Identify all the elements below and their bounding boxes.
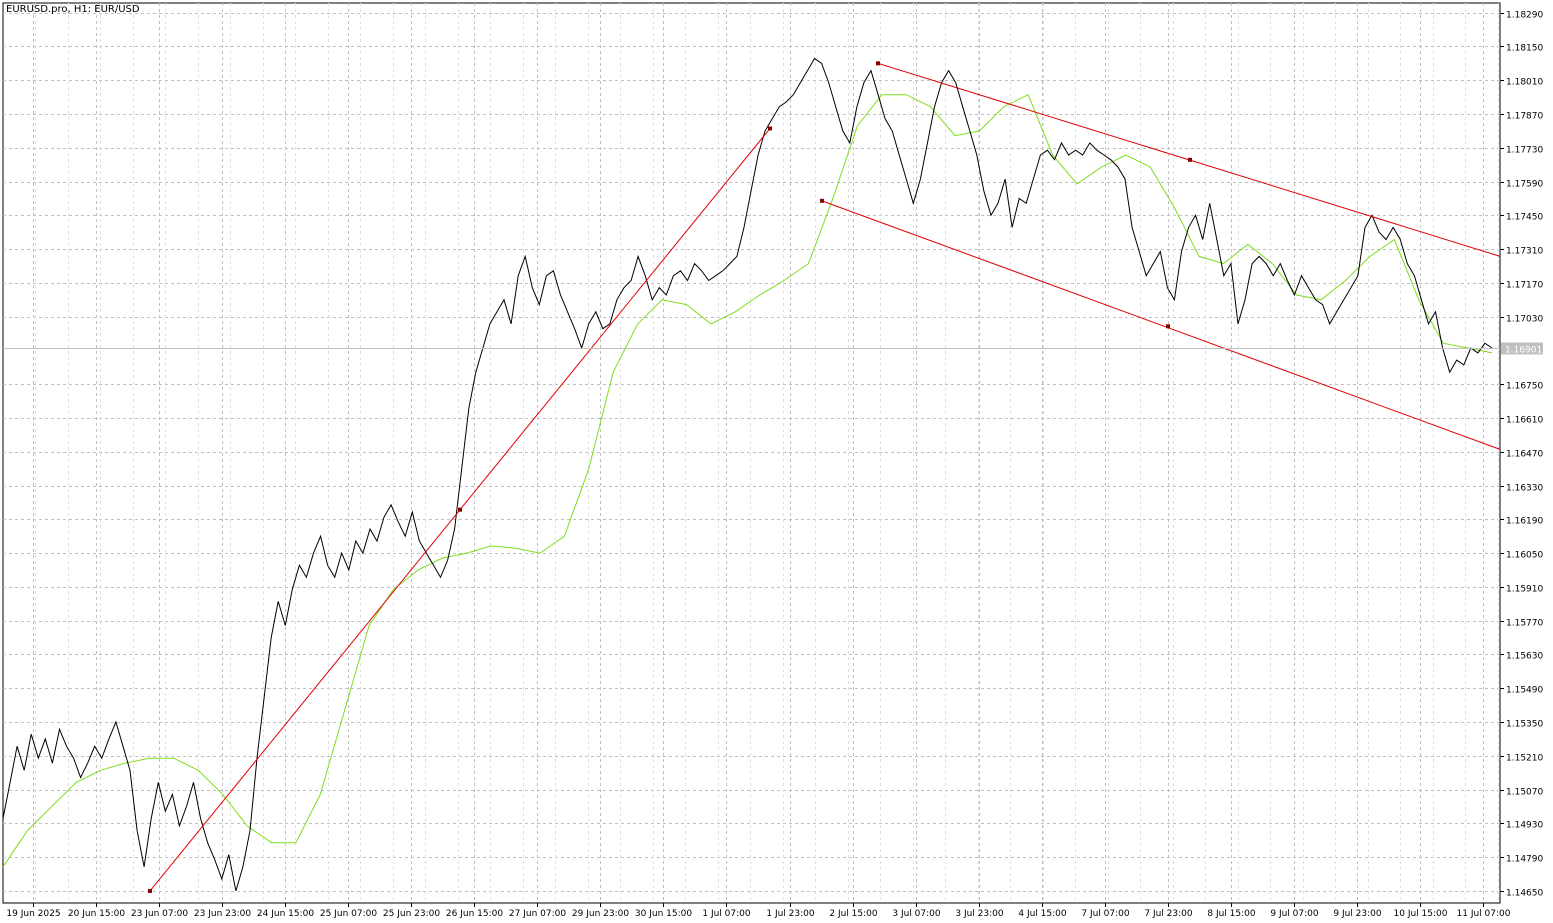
y-tick-label: 1.15910 — [1506, 585, 1543, 595]
y-tick-label: 1.17870 — [1506, 112, 1543, 122]
x-tick-label: 3 Jul 23:00 — [955, 909, 1004, 919]
price-line — [2, 57, 1493, 892]
y-tick-label: 1.18150 — [1506, 44, 1543, 54]
y-tick-label: 1.17170 — [1506, 281, 1543, 291]
y-tick-label: 1.17310 — [1506, 247, 1543, 257]
moving-average-line — [2, 94, 1493, 868]
x-tick-label: 26 Jun 15:00 — [446, 909, 503, 919]
y-tick-label: 1.14930 — [1506, 821, 1543, 831]
y-tick-label: 1.17730 — [1506, 146, 1543, 156]
x-tick-label: 1 Jul 07:00 — [702, 909, 751, 919]
symbol-label: EURUSD.pro, H1: EUR/USD — [6, 4, 140, 15]
x-tick-label: 30 Jun 15:00 — [635, 909, 692, 919]
bid-price-label-bg — [1501, 342, 1543, 355]
channel-anchor — [1166, 324, 1170, 329]
y-tick-label: 1.14650 — [1506, 889, 1543, 899]
y-tick-label: 1.16750 — [1506, 382, 1543, 392]
x-tick-label: 23 Jun 23:00 — [194, 909, 251, 919]
y-tick-label: 1.15070 — [1506, 788, 1543, 798]
y-tick-label: 1.16190 — [1506, 517, 1543, 527]
trendline-anchor — [768, 126, 772, 131]
y-tick-label: 1.16330 — [1506, 484, 1543, 494]
channel-anchor — [1188, 157, 1192, 162]
x-tick-label: 20 Jun 15:00 — [68, 909, 125, 919]
x-tick-label: 25 Jun 07:00 — [320, 909, 377, 919]
y-tick-label: 1.15210 — [1506, 754, 1543, 764]
y-tick-label: 1.15630 — [1506, 652, 1543, 662]
y-tick-label: 1.18290 — [1506, 11, 1543, 21]
y-tick-label: 1.15350 — [1506, 720, 1543, 730]
x-tick-label: 1 Jul 23:00 — [766, 909, 815, 919]
x-tick-label: 19 Jun 2025 — [6, 909, 60, 919]
bid-price-label: 1.16901 — [1505, 346, 1542, 356]
x-tick-label: 9 Jul 07:00 — [1270, 909, 1319, 919]
x-tick-label: 7 Jul 23:00 — [1144, 909, 1193, 919]
y-tick-label: 1.17030 — [1506, 315, 1543, 325]
channel-anchor — [820, 198, 824, 203]
x-tick-label: 10 Jul 15:00 — [1394, 909, 1448, 919]
x-tick-label: 29 Jun 23:00 — [572, 909, 629, 919]
x-tick-label: 4 Jul 15:00 — [1018, 909, 1067, 919]
x-tick-label: 2 Jul 15:00 — [829, 909, 878, 919]
y-tick-label: 1.16610 — [1506, 416, 1543, 426]
y-tick-label: 1.16050 — [1506, 551, 1543, 561]
x-tick-label: 11 Jul 07:00 — [1457, 909, 1511, 919]
y-tick-label: 1.17590 — [1506, 180, 1543, 190]
y-tick-label: 1.18010 — [1506, 78, 1543, 88]
y-tick-label: 1.15770 — [1506, 619, 1543, 629]
x-tick-label: 27 Jun 07:00 — [509, 909, 566, 919]
y-tick-label: 1.14790 — [1506, 855, 1543, 865]
x-tick-label: 25 Jun 23:00 — [383, 909, 440, 919]
x-tick-label: 7 Jul 07:00 — [1081, 909, 1130, 919]
x-tick-label: 9 Jul 23:00 — [1333, 909, 1382, 919]
x-tick-label: 24 Jun 15:00 — [257, 909, 314, 919]
channel-anchor — [876, 61, 880, 66]
y-tick-label: 1.15490 — [1506, 686, 1543, 696]
channel-lower-line — [821, 200, 1501, 450]
x-tick-label: 3 Jul 07:00 — [892, 909, 941, 919]
x-tick-label: 23 Jun 07:00 — [131, 909, 188, 919]
y-tick-label: 1.16470 — [1506, 450, 1543, 460]
x-tick-label: 8 Jul 15:00 — [1207, 909, 1256, 919]
trendline-anchor — [458, 507, 462, 512]
trendline-anchor — [148, 888, 152, 893]
y-tick-label: 1.17450 — [1506, 213, 1543, 223]
